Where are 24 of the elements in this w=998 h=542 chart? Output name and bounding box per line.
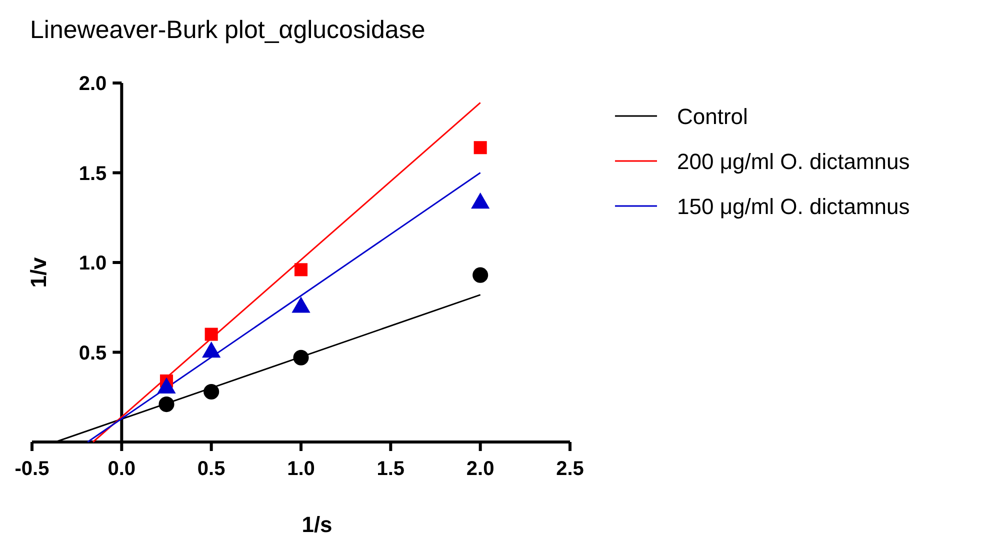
point — [293, 350, 309, 366]
y-tick-label: 0.5 — [78, 342, 107, 364]
x-tick-label: 2.0 — [466, 458, 494, 480]
x-tick-label: 0.0 — [108, 458, 136, 480]
point — [472, 267, 488, 283]
y-tick-label: 1.0 — [78, 252, 107, 274]
point — [474, 141, 487, 154]
point — [204, 328, 218, 341]
x-tick-label: 2.5 — [556, 458, 584, 480]
legend-label: Control — [677, 104, 748, 129]
legend-label: 200 μg/ml O. dictamnus — [677, 149, 910, 174]
point — [294, 263, 308, 276]
y-axis-title: 1/v — [26, 256, 51, 288]
y-tick-label: 2.0 — [78, 73, 107, 95]
point — [158, 396, 174, 412]
x-tick-label: -0.5 — [14, 458, 50, 480]
x-tick-label: 0.5 — [197, 458, 226, 480]
chart-title: Lineweaver-Burk plot_αglucosidase — [30, 16, 426, 44]
y-tick-label: 1.5 — [78, 162, 107, 185]
point — [204, 384, 220, 400]
x-tick-label: 1.0 — [287, 458, 315, 480]
x-tick-label: 1.5 — [376, 458, 405, 480]
x-axis-title: 1/s — [302, 512, 332, 537]
legend-label: 150 μg/ml O. dictamnus — [677, 194, 910, 219]
